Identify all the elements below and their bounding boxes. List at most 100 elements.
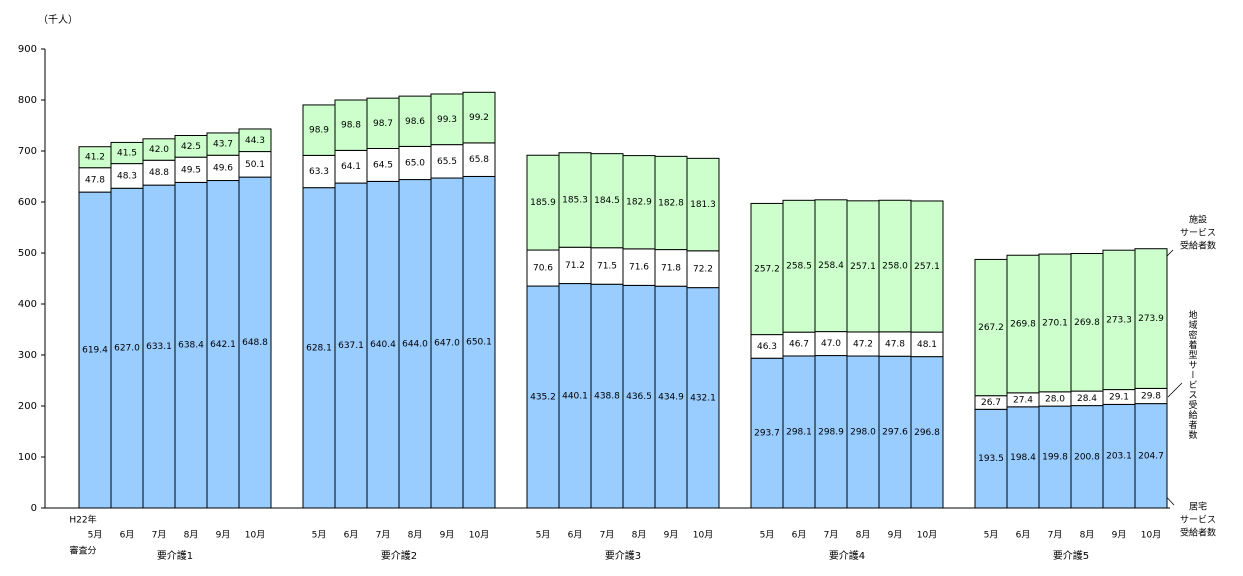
value-label: 198.4 xyxy=(1010,453,1036,463)
bar-segment xyxy=(590,153,624,249)
value-label: 98.7 xyxy=(373,119,393,129)
value-label: 298.0 xyxy=(850,428,876,438)
group-label: 要介護4 xyxy=(829,549,865,562)
value-label: 42.5 xyxy=(181,142,201,152)
value-label: 637.1 xyxy=(338,341,364,351)
bar-segment xyxy=(174,156,208,183)
value-label: 435.2 xyxy=(530,393,556,403)
x-tick-label: 9月 xyxy=(216,530,231,541)
y-tick-label: 300 xyxy=(18,350,37,361)
bar-segment xyxy=(1006,406,1040,509)
value-label: 181.3 xyxy=(690,200,716,210)
bar-segment xyxy=(366,97,400,150)
value-label: 650.1 xyxy=(466,338,492,348)
group-label: 要介護1 xyxy=(157,549,193,562)
x-tick-label: 10月 xyxy=(917,530,937,541)
value-label: 298.1 xyxy=(786,427,812,437)
legend-label: サービス xyxy=(1180,515,1216,526)
value-label: 185.3 xyxy=(562,195,588,205)
bar-segment xyxy=(974,408,1008,509)
legend-label: 施設 xyxy=(1189,214,1207,226)
x-tick-label: 6月 xyxy=(792,530,807,541)
y-tick-label: 200 xyxy=(18,401,37,412)
value-label: 193.5 xyxy=(978,454,1004,464)
bar-segment xyxy=(1134,403,1168,509)
value-label: 29.8 xyxy=(1141,392,1161,402)
value-label: 258.4 xyxy=(818,261,844,271)
x-tick-label: 5月 xyxy=(760,530,775,541)
x-tick-label: 9月 xyxy=(888,530,903,541)
bar-segment xyxy=(462,175,496,509)
value-label: 72.2 xyxy=(693,265,713,275)
value-label: 44.3 xyxy=(245,136,265,146)
bar-segment xyxy=(878,355,912,509)
value-label: 203.1 xyxy=(1106,452,1132,462)
bar-segment xyxy=(590,283,624,509)
bar-segment xyxy=(174,181,208,509)
value-label: 47.0 xyxy=(821,339,841,349)
value-label: 199.8 xyxy=(1042,453,1068,463)
y-tick-label: 100 xyxy=(18,452,37,463)
y-tick-label: 400 xyxy=(18,299,37,310)
bar-segment xyxy=(334,149,368,184)
bar-segment xyxy=(558,283,592,509)
bar-segment xyxy=(430,177,464,509)
bar-segment xyxy=(1070,253,1104,392)
bar-segment xyxy=(334,99,368,151)
bar-segment xyxy=(558,152,592,248)
bar-segment xyxy=(654,155,688,251)
bar-segment xyxy=(814,199,848,333)
x-tick-label: 5月 xyxy=(88,530,103,541)
value-label: 440.1 xyxy=(562,391,588,401)
x-tick-label: 7月 xyxy=(824,530,839,541)
value-label: 436.5 xyxy=(626,392,652,402)
bar-segment xyxy=(846,355,880,509)
value-label: 64.5 xyxy=(373,160,393,170)
x-tick-label: 10月 xyxy=(693,530,713,541)
bar-segment xyxy=(750,357,784,509)
value-label: 647.0 xyxy=(434,339,460,349)
value-label: 49.6 xyxy=(213,163,233,173)
bar-segment xyxy=(526,249,560,287)
value-label: 182.8 xyxy=(658,198,684,208)
value-label: 98.9 xyxy=(309,126,329,136)
value-label: 99.2 xyxy=(469,113,489,123)
legend-label: サービス xyxy=(1180,228,1216,239)
value-label: 184.5 xyxy=(594,196,620,206)
x-tick-label: 5月 xyxy=(312,530,327,541)
x-tick-label: 8月 xyxy=(184,530,199,541)
value-label: 269.8 xyxy=(1074,318,1100,328)
value-label: 297.6 xyxy=(882,428,908,438)
value-label: 50.1 xyxy=(245,160,265,170)
bar-segment xyxy=(782,355,816,509)
value-label: 182.9 xyxy=(626,198,652,208)
x-tick-label: 9月 xyxy=(440,530,455,541)
value-label: 28.0 xyxy=(1045,394,1065,404)
bar-segment xyxy=(1102,249,1136,391)
value-label: 71.2 xyxy=(565,261,585,271)
leader-line xyxy=(1167,382,1183,398)
value-label: 71.5 xyxy=(597,261,617,271)
value-label: 28.4 xyxy=(1077,394,1097,404)
value-label: 296.8 xyxy=(914,428,940,438)
value-label: 98.8 xyxy=(341,121,361,131)
x-tick-label: 7月 xyxy=(600,530,615,541)
value-label: 26.7 xyxy=(981,398,1001,408)
value-label: 438.8 xyxy=(594,392,620,402)
value-label: 257.2 xyxy=(754,265,780,275)
value-label: 41.2 xyxy=(85,153,105,163)
value-label: 644.0 xyxy=(402,339,428,349)
value-label: 273.3 xyxy=(1106,315,1132,325)
bar-segment xyxy=(238,176,272,509)
value-label: 204.7 xyxy=(1138,451,1164,461)
value-label: 98.6 xyxy=(405,117,425,127)
group-label: 要介護2 xyxy=(381,549,417,562)
x-tick-label: 8月 xyxy=(856,530,871,541)
y-unit: （千人） xyxy=(38,14,78,26)
x-tick-label: 7月 xyxy=(1048,530,1063,541)
y-tick-label: 0 xyxy=(31,503,37,514)
bar-segment xyxy=(846,200,880,333)
value-label: 46.7 xyxy=(789,340,809,350)
value-label: 46.3 xyxy=(757,342,777,352)
